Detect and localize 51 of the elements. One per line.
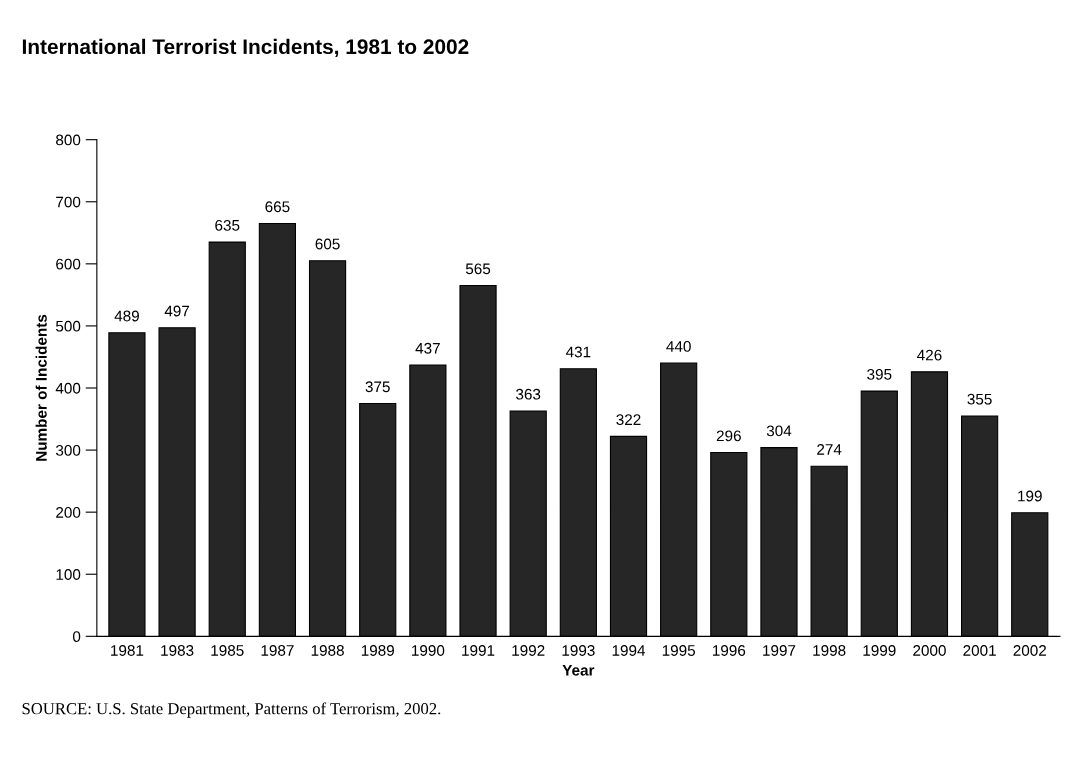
x-tick-label: 1999 bbox=[863, 645, 896, 656]
data-label: 199 bbox=[1018, 490, 1042, 502]
y-tick-label: 600 bbox=[56, 258, 81, 270]
source-note: SOURCE: U.S. State Department, Patterns of Terrorism, 2002. bbox=[22, 702, 441, 718]
y-tick-label: 0 bbox=[72, 631, 81, 643]
data-label: 489 bbox=[114, 310, 139, 322]
x-tick-label: 2000 bbox=[913, 645, 946, 656]
data-label: 565 bbox=[465, 263, 491, 275]
x-tick-label: 1985 bbox=[211, 645, 244, 656]
data-label: 322 bbox=[616, 414, 641, 426]
data-label: 437 bbox=[415, 342, 440, 354]
x-tick-label: 1989 bbox=[361, 645, 394, 656]
x-tick-label: 1987 bbox=[261, 645, 294, 656]
data-label: 274 bbox=[817, 444, 842, 455]
x-tick-label: 1998 bbox=[813, 645, 846, 656]
y-tick-label: 300 bbox=[55, 444, 81, 456]
data-label: 665 bbox=[265, 201, 290, 213]
data-label: 431 bbox=[565, 346, 591, 358]
x-tick-label: 1992 bbox=[512, 645, 545, 656]
data-label: 304 bbox=[766, 425, 792, 437]
x-tick-label: 2001 bbox=[963, 645, 996, 656]
x-tick-label: 1983 bbox=[161, 645, 194, 656]
x-tick-label: 1990 bbox=[412, 645, 445, 656]
data-label: 605 bbox=[315, 238, 340, 250]
y-tick-label: 700 bbox=[56, 196, 81, 208]
data-label: 296 bbox=[716, 430, 741, 442]
data-label: 363 bbox=[516, 388, 541, 400]
x-tick-label: 1991 bbox=[462, 645, 495, 656]
y-tick-label: 800 bbox=[56, 134, 81, 146]
x-tick-label: 2002 bbox=[1013, 645, 1046, 656]
x-tick-label: 1997 bbox=[763, 645, 796, 656]
x-tick-label: 1988 bbox=[311, 645, 344, 656]
y-tick-label: 500 bbox=[55, 320, 81, 332]
y-tick-label: 100 bbox=[56, 569, 81, 580]
x-axis-title: Year bbox=[562, 665, 595, 676]
chart-title: International Terrorist Incidents, 1981 to 2002 bbox=[22, 38, 469, 58]
x-tick-label: 1994 bbox=[612, 645, 646, 656]
data-label: 635 bbox=[215, 219, 240, 231]
x-tick-label: 1981 bbox=[111, 645, 144, 656]
y-tick-label: 400 bbox=[55, 382, 81, 394]
data-label: 355 bbox=[967, 393, 992, 405]
x-tick-label: 1995 bbox=[662, 645, 696, 656]
y-axis-title: Number of Incidents bbox=[35, 314, 47, 461]
data-label: 426 bbox=[917, 349, 942, 361]
y-tick-label: 200 bbox=[56, 507, 81, 518]
x-tick-label: 1993 bbox=[562, 645, 595, 656]
data-label: 395 bbox=[867, 368, 892, 380]
data-label: 440 bbox=[666, 341, 691, 352]
data-label: 497 bbox=[164, 305, 190, 317]
x-tick-label: 1996 bbox=[713, 645, 746, 656]
data-label: 375 bbox=[365, 381, 390, 393]
